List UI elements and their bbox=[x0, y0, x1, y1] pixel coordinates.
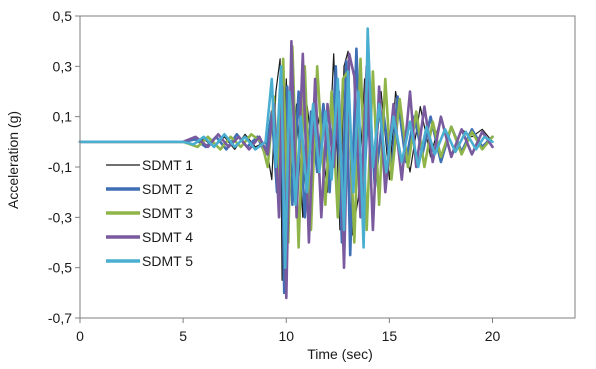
series-line-4 bbox=[78, 39, 494, 300]
y-tick-label: -0,5 bbox=[48, 260, 72, 276]
x-tick-label: 10 bbox=[278, 328, 294, 344]
y-tick-label: -0,1 bbox=[48, 159, 72, 175]
y-tick-label: -0,3 bbox=[48, 209, 72, 225]
x-tick-label: 15 bbox=[382, 328, 398, 344]
y-tick-label: 0,3 bbox=[53, 58, 73, 74]
y-tick-label: 0,5 bbox=[53, 8, 73, 24]
legend-label-1: SDMT 1 bbox=[142, 157, 193, 173]
series-line-5 bbox=[78, 27, 494, 270]
legend-label-5: SDMT 5 bbox=[142, 253, 193, 269]
x-tick-label: 20 bbox=[485, 328, 501, 344]
x-tick-label: 0 bbox=[76, 328, 84, 344]
legend: SDMT 1 SDMT 2 SDMT 3 SDMT 4 SDMT 5 bbox=[106, 157, 193, 269]
y-axis-title: Acceleration (g) bbox=[5, 111, 21, 209]
legend-label-4: SDMT 4 bbox=[142, 229, 193, 245]
plot-series-group bbox=[78, 27, 494, 300]
x-axis-title: Time (sec) bbox=[307, 346, 373, 362]
y-tick-label: 0,1 bbox=[53, 109, 73, 125]
axes-group: 0,5 0,3 0,1 -0,1 -0,3 -0,5 -0,70 5 10 15 20 bbox=[48, 8, 576, 344]
y-tick-label: -0,7 bbox=[48, 310, 72, 326]
legend-label-2: SDMT 2 bbox=[142, 181, 193, 197]
x-tick-label: 5 bbox=[179, 328, 187, 344]
legend-label-3: SDMT 3 bbox=[142, 205, 193, 221]
